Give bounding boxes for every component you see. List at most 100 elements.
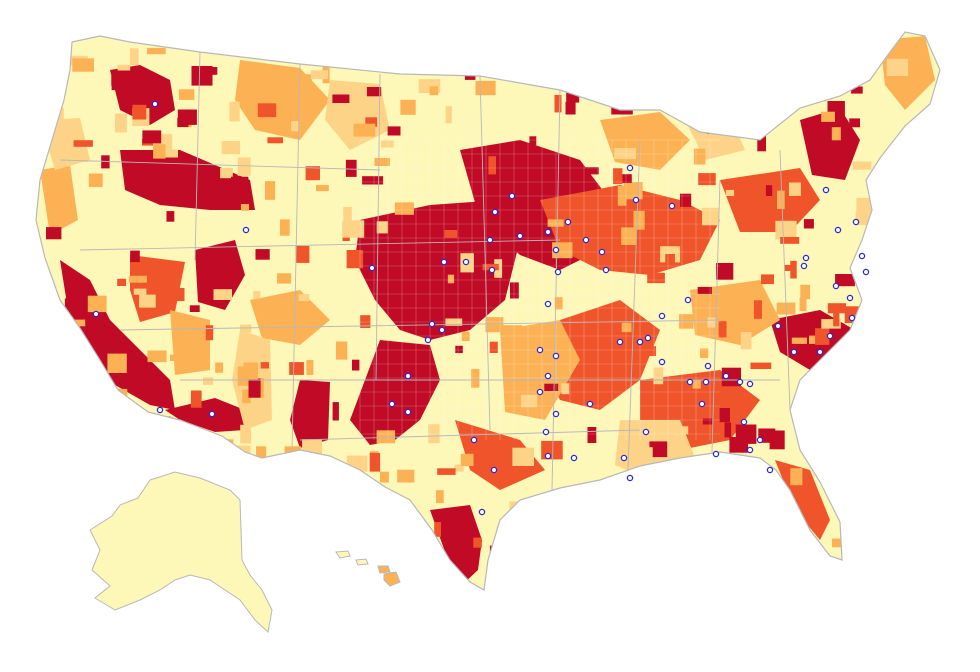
county-block [302,439,322,458]
county-block [647,272,665,284]
location-marker [428,320,436,328]
county-block [509,501,520,514]
location-marker [736,378,744,386]
county-block [534,353,555,372]
location-marker [616,338,624,346]
county-block [815,328,830,345]
county-block [554,94,562,113]
county-block [400,99,416,115]
county-block [742,97,753,105]
county-block [544,383,559,391]
county-block [701,418,713,425]
county-block [189,305,200,312]
county-block [129,48,139,66]
choropleth-region [800,108,860,180]
choropleth-region [40,165,78,235]
county-block [155,416,171,436]
location-marker [658,358,666,366]
county-block [170,354,186,361]
county-block [688,552,703,570]
county-block [464,67,476,80]
state-border [479,75,491,431]
location-marker [722,372,730,380]
county-block [471,369,480,388]
county-block [872,522,893,539]
county-block [149,418,169,426]
location-marker [470,436,478,444]
choropleth-region [430,505,482,585]
county-block [718,321,727,338]
county-block [160,430,172,438]
alaska-inset [89,471,273,633]
county-block [130,250,140,263]
county-block [177,117,189,128]
county-block [376,221,388,234]
county-block [488,156,496,175]
county-block [429,86,439,96]
county-block [231,176,249,184]
county-block [819,456,827,469]
county-block [680,193,692,207]
county-block [621,322,632,333]
county-block [809,335,817,344]
county-block [706,543,723,557]
county-block [229,101,240,122]
county-block [707,317,716,328]
choropleth-region [455,420,545,490]
county-block [717,555,725,569]
county-block [215,362,224,373]
location-marker [388,400,396,408]
state-border [119,319,721,331]
choropleth-region [250,290,330,345]
county-block [698,173,716,186]
county-block [761,274,774,285]
county-block [305,74,312,86]
county-block [372,511,390,530]
county-block [75,512,98,521]
county-block [394,202,414,215]
county-block [277,273,292,284]
county-block [345,159,357,177]
location-markers [92,100,870,516]
county-block [445,106,452,124]
location-marker [151,100,159,108]
county-block [613,59,631,71]
county-block [856,197,877,214]
hawaii-big-island [383,571,401,587]
state-border [551,89,561,491]
county-block [422,537,431,549]
county-block [253,291,261,299]
county-block [735,424,757,444]
county-block [397,469,415,483]
location-marker [746,446,754,454]
county-block [504,67,519,76]
county-block [295,246,310,263]
county-block [255,249,270,260]
location-marker [438,326,446,334]
county-block [237,471,247,479]
location-marker [552,410,560,418]
county-block [315,516,325,527]
location-marker [552,352,560,360]
county-block [376,430,396,444]
county-block [622,523,632,540]
location-marker [704,362,712,370]
county-block [725,189,735,196]
county-block [740,332,752,350]
county-block [267,137,283,144]
state-border [79,239,561,251]
county-block [465,55,481,72]
county-block [316,185,329,192]
county-block [821,319,841,329]
county-block [291,121,300,132]
county-block [887,257,907,267]
county-block [649,441,668,458]
county-block [653,367,664,385]
county-block [361,402,374,413]
location-marker [858,252,866,260]
county-block [853,457,867,465]
county-block [343,206,352,226]
location-marker [802,254,810,262]
county-block [171,431,180,441]
county-block [798,415,806,427]
